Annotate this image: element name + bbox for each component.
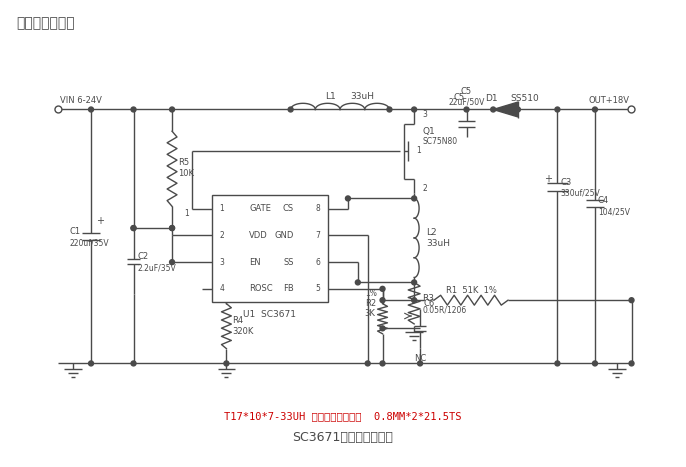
Text: 7: 7 — [316, 231, 320, 240]
Text: 5: 5 — [316, 284, 320, 293]
Circle shape — [629, 298, 634, 303]
Text: EN: EN — [249, 258, 261, 267]
Text: 320K: 320K — [233, 326, 254, 336]
Text: SS510: SS510 — [510, 94, 539, 103]
Circle shape — [412, 107, 416, 112]
Text: C6: C6 — [423, 299, 434, 308]
Text: D1: D1 — [485, 94, 498, 103]
Text: 220uf/35V: 220uf/35V — [69, 239, 109, 248]
Text: R4: R4 — [233, 316, 244, 325]
Text: 33uH: 33uH — [426, 240, 450, 248]
Text: 1: 1 — [185, 209, 189, 218]
Text: VIN 6-24V: VIN 6-24V — [60, 96, 102, 105]
Circle shape — [412, 280, 416, 285]
Text: SS: SS — [283, 258, 294, 267]
Circle shape — [593, 361, 598, 366]
Circle shape — [593, 107, 598, 112]
Circle shape — [355, 280, 360, 285]
Text: ROSC: ROSC — [249, 284, 273, 293]
Circle shape — [224, 361, 229, 366]
Bar — [211, 196, 328, 302]
Text: R1  51K  1%: R1 51K 1% — [445, 286, 497, 295]
Text: 330uf/25V: 330uf/25V — [560, 189, 600, 198]
Text: 3K: 3K — [365, 309, 376, 318]
Text: CS: CS — [283, 204, 294, 213]
Text: 10K: 10K — [178, 169, 194, 178]
Text: 4: 4 — [220, 284, 224, 293]
Text: 2.2uF/35V: 2.2uF/35V — [137, 263, 176, 273]
Circle shape — [490, 107, 496, 112]
Circle shape — [131, 226, 136, 231]
Circle shape — [169, 260, 174, 265]
Text: FB: FB — [283, 284, 294, 293]
Text: 0.05R/1206: 0.05R/1206 — [422, 305, 466, 315]
Circle shape — [88, 361, 93, 366]
Text: R3: R3 — [422, 294, 434, 303]
Text: 2: 2 — [422, 184, 427, 193]
Text: SC75N80: SC75N80 — [422, 137, 457, 146]
Text: NC: NC — [414, 354, 426, 362]
Text: 升降压典型应用: 升降压典型应用 — [16, 17, 75, 31]
Text: C5: C5 — [461, 87, 472, 96]
Text: C5: C5 — [453, 93, 464, 102]
Circle shape — [88, 107, 93, 112]
Circle shape — [418, 361, 423, 366]
Circle shape — [380, 361, 385, 366]
Circle shape — [515, 107, 521, 112]
Text: 3: 3 — [422, 110, 427, 119]
Text: 2: 2 — [220, 231, 224, 240]
Text: 8: 8 — [316, 204, 320, 213]
Text: +: + — [96, 216, 104, 226]
Text: C3: C3 — [560, 178, 571, 187]
Text: GND: GND — [274, 231, 294, 240]
Text: +: + — [545, 174, 552, 184]
Text: C1: C1 — [69, 227, 80, 236]
Circle shape — [412, 298, 416, 303]
Text: SC3671典型应用电路图: SC3671典型应用电路图 — [292, 431, 394, 444]
Text: 3: 3 — [220, 258, 224, 267]
Circle shape — [131, 107, 136, 112]
Circle shape — [169, 226, 174, 231]
Circle shape — [464, 107, 469, 112]
Circle shape — [380, 298, 385, 303]
Circle shape — [346, 196, 351, 201]
Text: L1: L1 — [325, 92, 336, 101]
Text: T17*10*7-33UH 单环双线一体立式  0.8MM*2*21.5TS: T17*10*7-33UH 单环双线一体立式 0.8MM*2*21.5TS — [224, 411, 462, 421]
Circle shape — [555, 361, 560, 366]
Text: L2: L2 — [426, 227, 436, 236]
Text: C4: C4 — [598, 196, 609, 205]
Text: OUT+18V: OUT+18V — [589, 96, 630, 105]
Text: 22uF/50V: 22uF/50V — [449, 97, 485, 106]
Text: 1: 1 — [220, 204, 224, 213]
Circle shape — [628, 106, 635, 113]
Text: U1  SC3671: U1 SC3671 — [244, 310, 296, 318]
Text: GATE: GATE — [249, 204, 271, 213]
Text: R5: R5 — [178, 158, 189, 167]
Text: 33uH: 33uH — [350, 92, 374, 101]
Circle shape — [365, 361, 370, 366]
Circle shape — [380, 286, 385, 291]
Text: Q1: Q1 — [422, 127, 435, 136]
Circle shape — [169, 226, 174, 231]
Circle shape — [555, 107, 560, 112]
Text: VDD: VDD — [249, 231, 268, 240]
Circle shape — [288, 107, 293, 112]
Circle shape — [412, 196, 416, 201]
Text: R2: R2 — [365, 299, 376, 308]
Polygon shape — [493, 102, 518, 117]
Text: 1%: 1% — [365, 289, 377, 298]
Circle shape — [131, 226, 136, 231]
Text: 104/25V: 104/25V — [598, 208, 630, 217]
Text: 1: 1 — [416, 147, 421, 156]
Circle shape — [131, 361, 136, 366]
Text: C2: C2 — [137, 252, 149, 261]
Text: 6: 6 — [316, 258, 320, 267]
Circle shape — [169, 107, 174, 112]
Circle shape — [380, 326, 385, 331]
Circle shape — [629, 361, 634, 366]
Circle shape — [387, 107, 392, 112]
Circle shape — [55, 106, 62, 113]
